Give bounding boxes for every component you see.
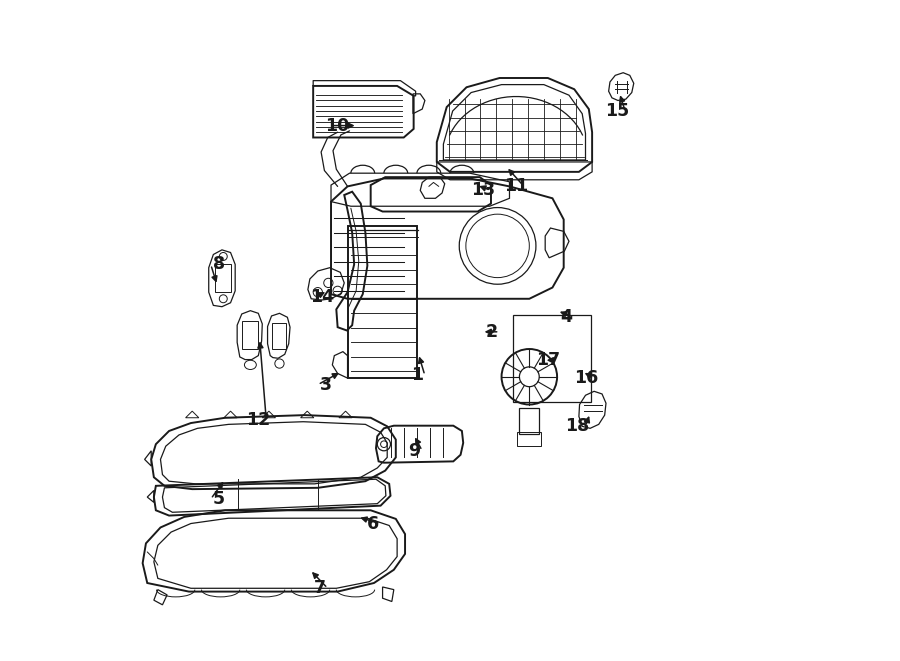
Bar xyxy=(518,432,541,446)
Circle shape xyxy=(519,367,539,387)
Text: 17: 17 xyxy=(536,351,560,369)
Bar xyxy=(347,226,417,378)
Text: 18: 18 xyxy=(565,417,590,436)
Text: 3: 3 xyxy=(320,375,332,394)
Text: 7: 7 xyxy=(314,579,326,598)
Text: 4: 4 xyxy=(561,308,572,327)
Text: 10: 10 xyxy=(326,116,350,135)
Text: 15: 15 xyxy=(605,102,629,120)
Bar xyxy=(242,321,258,349)
Text: 6: 6 xyxy=(366,514,379,533)
Bar xyxy=(272,323,286,349)
Text: 11: 11 xyxy=(504,177,528,196)
Bar xyxy=(215,264,230,292)
Text: 12: 12 xyxy=(247,410,270,429)
Text: 1: 1 xyxy=(411,366,423,385)
Text: 13: 13 xyxy=(471,181,495,200)
Text: 2: 2 xyxy=(486,323,498,341)
Text: 5: 5 xyxy=(212,490,225,508)
Bar xyxy=(513,315,590,402)
Text: 14: 14 xyxy=(310,288,335,307)
Bar xyxy=(519,408,539,434)
Text: 9: 9 xyxy=(409,442,420,460)
Text: 16: 16 xyxy=(574,369,599,387)
Text: 8: 8 xyxy=(212,255,225,274)
